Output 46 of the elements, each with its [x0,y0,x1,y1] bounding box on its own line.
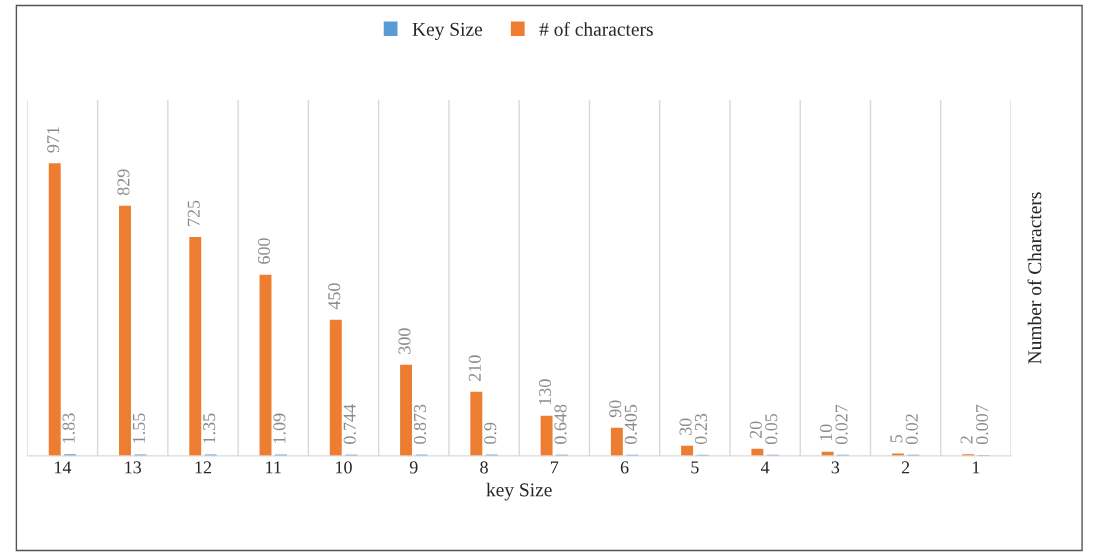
data-label: 0.007 [975,404,989,445]
data-label: 725 [187,200,200,226]
data-label: 450 [328,283,341,310]
data-label: 30 [679,418,692,435]
data-label: 829 [117,169,130,196]
data-label: 20 [749,421,762,439]
data-label: 130 [538,379,552,405]
data-label: 0.9 [484,422,497,444]
x-tick-label: 6 [620,461,629,474]
y-axis-title: Number of Characters [1027,192,1042,364]
data-label: 0.027 [835,404,848,445]
data-label: 10 [819,424,833,441]
x-axis-title: key Size [486,482,552,501]
data-label: 0.648 [554,404,567,444]
data-label: 1.83 [62,413,75,443]
data-label: 0.405 [624,404,637,444]
data-label: 0.05 [765,413,778,445]
data-label: 0.23 [694,413,708,445]
x-tick-label: 4 [760,461,770,474]
x-tick-label: 9 [409,461,418,474]
data-label: 5 [890,434,903,443]
x-tick-label: 1 [972,461,980,474]
data-label: 0.744 [343,404,356,444]
data-label: 1.09 [273,413,286,443]
x-tick-label: 2 [901,461,910,474]
data-label: 210 [468,355,481,381]
data-label: 90 [609,400,622,418]
x-tick-label: 3 [831,461,840,474]
x-tick-label: 10 [336,461,352,474]
legend-label: Key Size [412,22,483,40]
legend-label: # of characters [539,21,653,36]
data-label: 0.873 [413,404,427,444]
x-tick-label: 14 [55,461,72,474]
x-tick-label: 8 [480,461,488,474]
data-label: 300 [398,328,411,354]
x-tick-label: 7 [550,461,559,474]
data-label: 2 [960,436,973,444]
x-tick-label: 5 [691,461,699,474]
data-label: 971 [47,127,60,153]
x-tick-label: 11 [266,461,281,474]
data-label: 600 [257,238,271,264]
x-tick-label: 13 [125,461,142,474]
x-tick-label: 12 [195,461,212,474]
data-label: 1.35 [203,413,216,443]
data-label: 0.02 [905,414,918,445]
data-label: 1.55 [132,413,146,443]
